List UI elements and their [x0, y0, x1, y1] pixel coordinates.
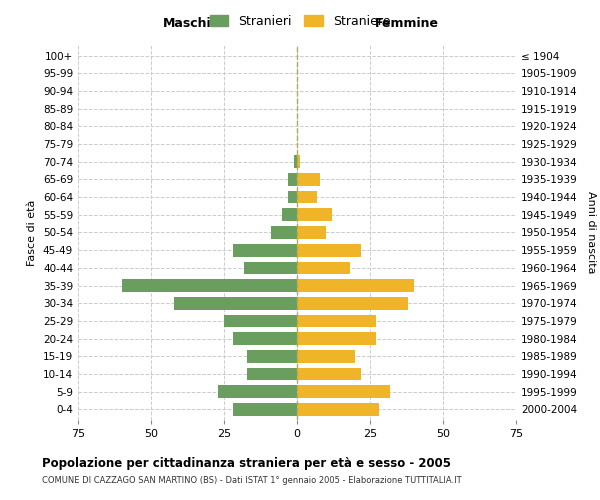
Bar: [233, 244, 297, 256]
Bar: [283, 208, 297, 221]
Text: Femmine: Femmine: [374, 17, 439, 30]
Bar: [233, 403, 297, 416]
Bar: [175, 297, 297, 310]
Legend: Stranieri, Straniere: Stranieri, Straniere: [206, 11, 394, 32]
Bar: [297, 226, 326, 239]
Text: Popolazione per cittadinanza straniera per età e sesso - 2005: Popolazione per cittadinanza straniera p…: [42, 458, 451, 470]
Bar: [247, 368, 297, 380]
Bar: [288, 191, 297, 203]
Bar: [247, 350, 297, 362]
Bar: [122, 279, 297, 292]
Bar: [297, 279, 414, 292]
Text: Maschi: Maschi: [163, 17, 212, 30]
Bar: [297, 208, 332, 221]
Bar: [297, 368, 361, 380]
Text: COMUNE DI CAZZAGO SAN MARTINO (BS) - Dati ISTAT 1° gennaio 2005 - Elaborazione T: COMUNE DI CAZZAGO SAN MARTINO (BS) - Dat…: [42, 476, 461, 485]
Bar: [297, 297, 408, 310]
Bar: [297, 244, 361, 256]
Bar: [297, 156, 300, 168]
Bar: [297, 314, 376, 328]
Bar: [288, 173, 297, 186]
Bar: [297, 332, 376, 345]
Bar: [294, 156, 297, 168]
Bar: [218, 386, 297, 398]
Bar: [244, 262, 297, 274]
Y-axis label: Anni di nascita: Anni di nascita: [586, 191, 596, 274]
Bar: [297, 191, 317, 203]
Bar: [297, 350, 355, 362]
Bar: [297, 262, 350, 274]
Y-axis label: Fasce di età: Fasce di età: [28, 200, 37, 266]
Bar: [297, 386, 391, 398]
Bar: [224, 314, 297, 328]
Bar: [233, 332, 297, 345]
Bar: [297, 403, 379, 416]
Bar: [297, 173, 320, 186]
Bar: [271, 226, 297, 239]
